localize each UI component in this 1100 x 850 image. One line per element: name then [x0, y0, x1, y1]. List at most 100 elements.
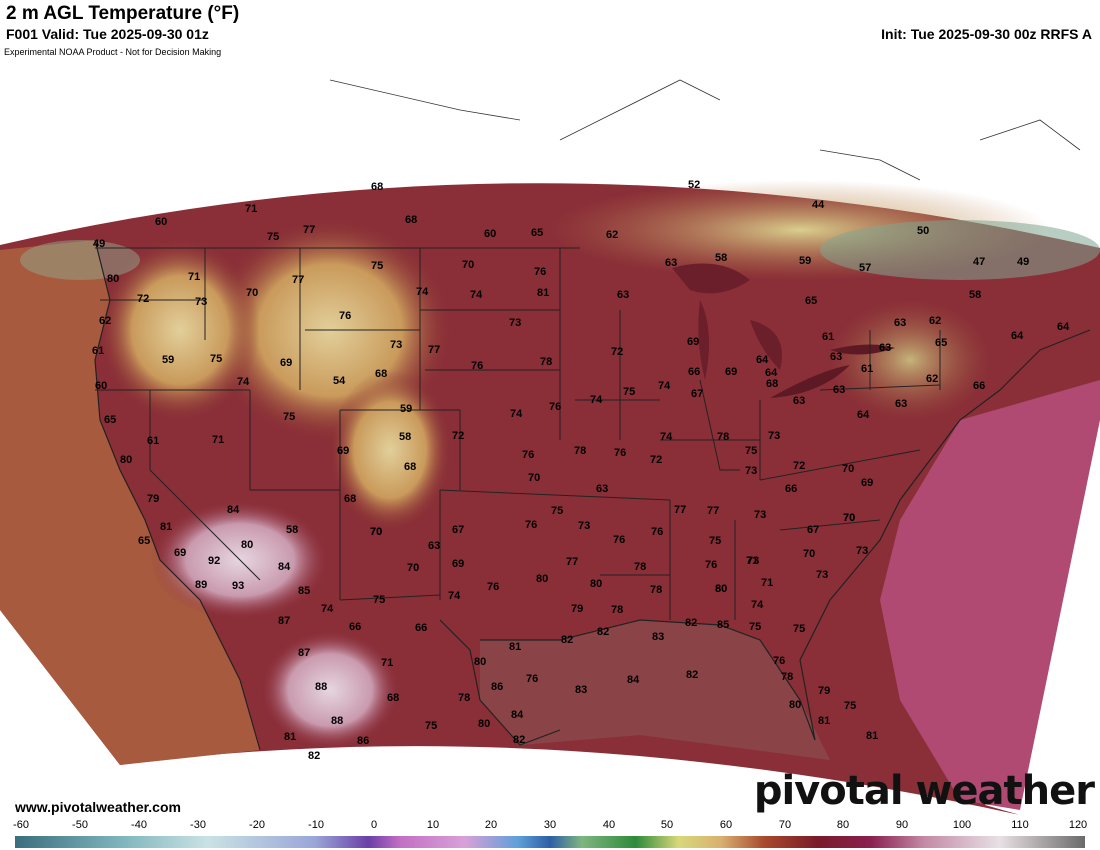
temp-label: 78 [650, 584, 662, 596]
temp-label: 80 [715, 583, 727, 595]
temp-label: 63 [596, 483, 608, 495]
pacific-ocean [0, 240, 260, 765]
map-title: 2 m AGL Temperature (°F) [6, 3, 240, 24]
temp-label: 61 [92, 345, 104, 357]
temp-label: 87 [278, 615, 290, 627]
temp-label: 71 [761, 577, 773, 589]
temp-label: 77 [707, 505, 719, 517]
temp-label: 70 [370, 526, 382, 538]
colorbar-tick: -50 [72, 819, 88, 831]
temp-label: 80 [241, 539, 253, 551]
temp-label: 69 [337, 445, 349, 457]
temp-label: 63 [833, 384, 845, 396]
atlantic-ocean [880, 380, 1100, 810]
temp-label: 86 [491, 681, 503, 693]
mexico-hot-region [260, 630, 400, 750]
temp-label: 78 [458, 692, 470, 704]
temp-label: 79 [571, 603, 583, 615]
temp-label: 65 [138, 535, 150, 547]
temp-label: 79 [147, 493, 159, 505]
temp-label: 71 [188, 271, 200, 283]
temp-label: 80 [478, 718, 490, 730]
temp-label: 54 [333, 375, 346, 387]
temp-label: 71 [245, 203, 257, 215]
temp-label: 75 [844, 700, 856, 712]
temp-label: 63 [617, 289, 629, 301]
temp-label: 70 [843, 512, 855, 524]
temp-label: 68 [375, 368, 387, 380]
temp-label: 73 [509, 317, 521, 329]
temp-label: 58 [715, 252, 727, 264]
temp-label: 73 [856, 545, 868, 557]
temp-label: 78 [611, 604, 623, 616]
colorbar-tick: 20 [484, 819, 498, 831]
temp-label: 66 [688, 366, 700, 378]
temp-label: 68 [766, 378, 778, 390]
temp-label: 79 [818, 685, 830, 697]
website-url[interactable]: www.pivotalweather.com [15, 799, 181, 815]
temp-label: 77 [292, 274, 304, 286]
temp-label: 74 [416, 286, 429, 298]
temp-label: 89 [195, 579, 207, 591]
colorbar-tick: -40 [131, 819, 147, 831]
temp-label: 75 [749, 621, 761, 633]
temp-label: 62 [99, 315, 111, 327]
temp-label: 67 [452, 524, 464, 536]
temp-label: 63 [428, 540, 440, 552]
quebec-cold-region [820, 220, 1100, 280]
colorbar-tick: 110 [1011, 819, 1029, 831]
temp-label: 75 [283, 411, 295, 423]
temperature-map[interactable]: 68 52 71 60 75 77 68 60 65 62 44 50 49 4… [0, 46, 1100, 816]
temp-label: 74 [321, 603, 334, 615]
temp-label: 76 [549, 401, 561, 413]
temp-label: 80 [107, 273, 119, 285]
temp-label: 81 [818, 715, 830, 727]
temp-label: 73 [390, 339, 402, 351]
temp-label: 68 [371, 181, 383, 193]
temp-label: 71 [212, 434, 224, 446]
colorbar-tick: 50 [660, 819, 674, 831]
temp-label: 84 [278, 561, 291, 573]
temp-label: 78 [634, 561, 646, 573]
map-canvas: 68 52 71 60 75 77 68 60 65 62 44 50 49 4… [0, 46, 1100, 816]
colorbar-tick: 60 [719, 819, 733, 831]
northwest-cool-region [100, 240, 260, 420]
temp-label: 74 [751, 599, 764, 611]
temp-label: 61 [147, 435, 159, 447]
temp-label: 62 [929, 315, 941, 327]
temp-label: 63 [895, 398, 907, 410]
temp-label: 69 [725, 366, 737, 378]
temp-label: 75 [623, 386, 635, 398]
temp-label: 64 [1057, 321, 1070, 333]
colorbar-tick: 70 [778, 819, 792, 831]
temp-label: 74 [590, 394, 603, 406]
temp-label: 84 [227, 504, 240, 516]
temp-label: 62 [606, 229, 618, 241]
temp-label: 65 [805, 295, 817, 307]
temp-label: 80 [536, 573, 548, 585]
temp-label: 93 [232, 580, 244, 592]
temp-label: 78 [540, 356, 552, 368]
colorbar-tick: 10 [426, 819, 440, 831]
temp-label: 75 [373, 594, 385, 606]
temp-label: 73 [195, 296, 207, 308]
temp-label: 60 [95, 380, 107, 392]
temp-label: 61 [861, 363, 873, 375]
temp-label: 70 [462, 259, 474, 271]
temp-label: 58 [399, 431, 411, 443]
temp-label: 71 [746, 555, 758, 567]
colorbar-tick: -60 [13, 819, 29, 831]
temp-label: 87 [298, 647, 310, 659]
temp-label: 61 [822, 331, 834, 343]
temp-label: 70 [246, 287, 258, 299]
temp-label: 78 [717, 431, 729, 443]
temp-label: 63 [830, 351, 842, 363]
temp-label: 80 [120, 454, 132, 466]
temp-label: 75 [210, 353, 222, 365]
temp-label: 59 [162, 354, 174, 366]
temp-label: 81 [284, 731, 296, 743]
temp-label: 66 [415, 622, 427, 634]
temp-label: 75 [709, 535, 721, 547]
temp-label: 73 [768, 430, 780, 442]
temp-label: 81 [509, 641, 521, 653]
